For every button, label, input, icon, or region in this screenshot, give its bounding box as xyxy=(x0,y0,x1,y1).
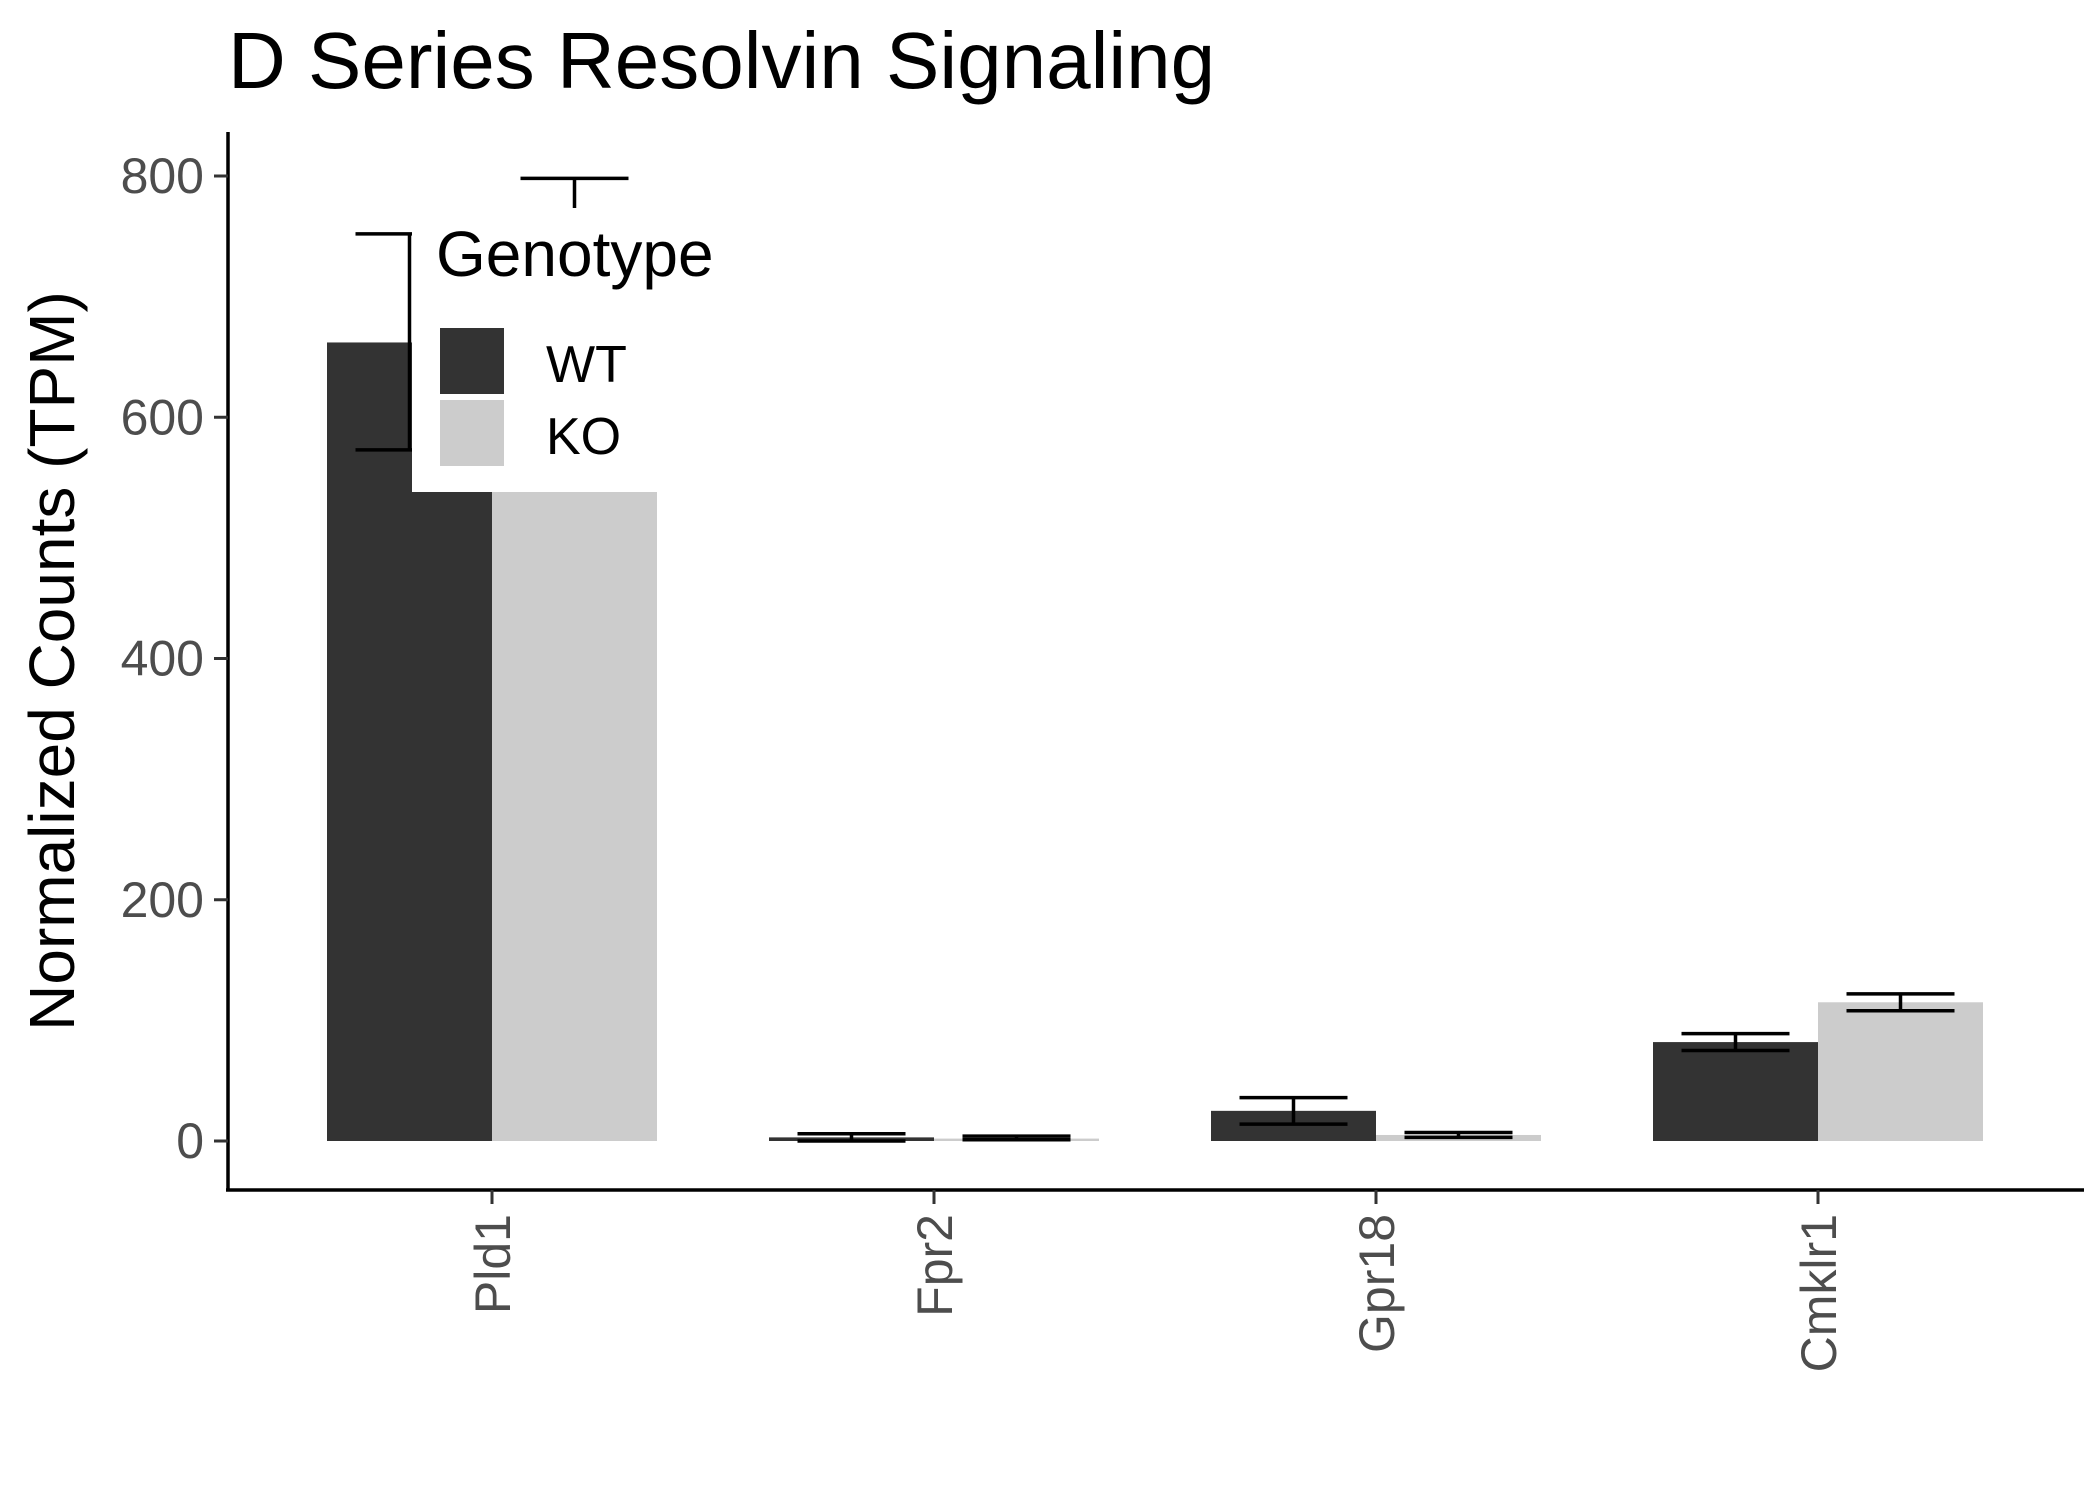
x-tick-label-fpr2: Fpr2 xyxy=(907,1214,963,1317)
legend: Genotype WT KO xyxy=(412,208,776,492)
legend-label-ko: KO xyxy=(546,408,621,466)
error-bar-ko-fpr2 xyxy=(962,1134,1071,1142)
error-bar-wt-gpr18 xyxy=(1239,1095,1348,1126)
x-axis: Pld1 Fpr2 Gpr18 Cmklr1 xyxy=(465,1190,1847,1372)
bar-ko-cmklr1 xyxy=(1818,1002,1983,1141)
y-tick-label: 400 xyxy=(121,631,204,687)
y-tick-label: 200 xyxy=(121,872,204,928)
y-tick-label: 600 xyxy=(121,389,204,445)
x-tick-label-pld1: Pld1 xyxy=(465,1214,521,1314)
error-bar-wt-cmklr1 xyxy=(1681,1031,1790,1053)
y-tick-label: 0 xyxy=(176,1113,204,1169)
legend-title: Genotype xyxy=(436,218,714,290)
error-bar-ko-cmklr1 xyxy=(1846,992,1955,1013)
x-tick-label-gpr18: Gpr18 xyxy=(1349,1214,1405,1353)
legend-key-ko xyxy=(440,400,504,466)
error-bar-ko-gpr18 xyxy=(1404,1130,1513,1140)
y-axis-title: Normalized Counts (TPM) xyxy=(16,291,88,1031)
legend-key-wt xyxy=(440,328,504,394)
y-axis: 0 200 400 600 800 xyxy=(121,148,228,1169)
error-bar-wt-fpr2 xyxy=(797,1132,906,1143)
bar-wt-cmklr1 xyxy=(1653,1042,1818,1141)
x-tick-label-cmklr1: Cmklr1 xyxy=(1791,1214,1847,1372)
legend-label-wt: WT xyxy=(546,336,627,394)
y-tick-label: 800 xyxy=(121,148,204,204)
chart-title: D Series Resolvin Signaling xyxy=(228,16,1215,105)
